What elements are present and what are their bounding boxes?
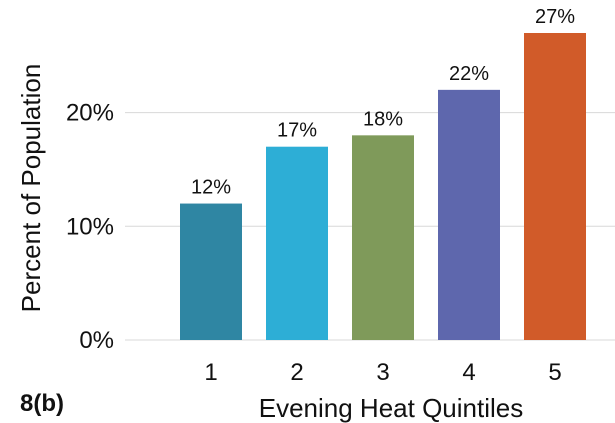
x-tick-label: 2 [290,359,303,386]
y-tick-label: 20% [66,100,114,127]
x-tick-label: 1 [204,359,217,386]
data-label-1: 12% [191,177,231,199]
bar-2 [266,146,328,340]
y-tick-label: 0% [79,327,114,354]
bar-4 [438,89,500,340]
labels-layer: 12% 17% 18% 22% 27% [191,6,575,199]
panel-label: 8(b) [20,390,64,417]
axes-layer: 0% 10% 20% 1 2 3 4 5 Evening Heat Quintiles Perce… [16,64,562,423]
bars-layer [180,33,586,340]
bar-3 [352,135,414,340]
x-tick-label: 4 [462,359,475,386]
x-tick-label: 3 [376,359,389,386]
x-axis-label: Evening Heat Quintiles [259,393,523,423]
data-label-5: 27% [535,6,575,28]
data-label-4: 22% [449,63,489,85]
y-axis-label: Percent of Population [16,64,46,313]
bar-1 [180,203,242,340]
data-label-2: 17% [277,120,317,142]
data-label-3: 18% [363,108,403,130]
x-tick-label: 5 [548,359,561,386]
y-tick-label: 10% [66,213,114,240]
bar-5 [524,33,586,340]
